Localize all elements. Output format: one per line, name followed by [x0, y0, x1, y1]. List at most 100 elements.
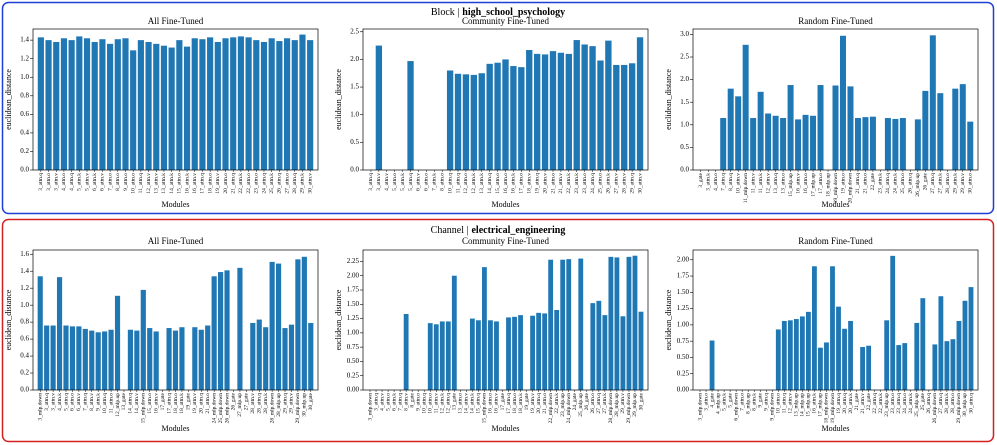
x-tick-label: 4_attn.k — [57, 393, 63, 411]
x-tick-label: 8_attn.o — [439, 173, 445, 191]
bar — [626, 256, 632, 390]
bar — [268, 38, 275, 170]
bar — [130, 50, 137, 170]
x-tick-label: 28_attn.k — [263, 393, 269, 414]
x-tick-label: 18_attn.k — [518, 393, 524, 414]
x-tick-label: 14_attn.q — [128, 393, 134, 414]
bar — [884, 118, 891, 170]
x-tick-label: 5_gate — [727, 392, 733, 407]
bar — [308, 322, 314, 390]
x-tick-label: 15_mlp.down — [482, 393, 488, 424]
bar — [140, 289, 146, 390]
y-tick-label: 2.00 — [347, 271, 360, 279]
y-tick-label: 1.75 — [347, 286, 360, 294]
x-tick-label: 27_attn.k — [602, 393, 608, 414]
y-tick-label: 0.00 — [677, 386, 690, 394]
x-tick-label: 5_attn.q — [63, 393, 69, 411]
bar — [512, 316, 517, 390]
bar — [818, 347, 823, 390]
x-tick-label: 23_attn.o — [890, 393, 896, 414]
x-tick-label: 21_gate — [854, 392, 860, 410]
bar — [134, 330, 140, 390]
bar — [554, 310, 560, 390]
bar — [56, 277, 63, 390]
x-tick-label: 15_mlp.up — [788, 173, 794, 197]
bar — [557, 52, 565, 170]
x-tick-label: 16_attn.v — [153, 393, 159, 414]
x-tick-label: 4_gate — [709, 392, 715, 407]
x-tick-label: 19_gate — [524, 392, 530, 410]
x-tick-label: 19_attn.v — [192, 393, 198, 414]
bar — [288, 324, 295, 390]
bar — [938, 296, 944, 390]
bar — [439, 321, 445, 390]
x-tick-label: 24_attn.q — [261, 173, 267, 194]
bar — [462, 74, 470, 170]
x-tick-label: 30_mlp.up — [302, 393, 308, 417]
bar — [542, 313, 548, 390]
chart-title: Random Fine-Tuned — [798, 236, 873, 246]
bar — [205, 325, 211, 390]
bar — [549, 51, 557, 170]
bar — [122, 38, 129, 170]
bar — [968, 287, 974, 390]
bar — [269, 261, 275, 390]
x-tick-label: 27_gate — [244, 392, 250, 410]
bar — [795, 119, 802, 170]
y-tick-label: 0.8 — [20, 91, 29, 99]
y-tick-label: 1.0 — [20, 73, 29, 81]
y-tick-label: 0.6 — [20, 335, 29, 343]
x-tick-label: 11_attn.q — [455, 173, 461, 194]
plot-frame — [32, 28, 319, 171]
bar — [848, 320, 853, 390]
bar — [454, 73, 462, 170]
y-tick-label: 2.00 — [677, 255, 690, 263]
x-tick-label: 11_mlp.down — [743, 173, 749, 203]
bar — [597, 60, 604, 170]
bar — [160, 45, 168, 170]
x-tick-label: 26_attn.o — [590, 393, 596, 414]
x-tick-label: 30_mlp.up — [962, 393, 968, 417]
x-tick-label: 21_attn.v — [860, 393, 866, 414]
bar — [787, 320, 793, 390]
bar — [137, 40, 144, 171]
x-tick-label: 3_attn.v — [376, 173, 382, 191]
x-tick-label: 3_gate — [698, 172, 704, 187]
bar — [283, 38, 291, 170]
bar — [50, 325, 56, 390]
bar — [952, 88, 959, 170]
x-tick-label: 26_mlp.down — [224, 393, 230, 424]
plot-frame — [362, 249, 649, 391]
x-tick-label: 17_attn.q — [200, 173, 206, 194]
x-tick-label: 11_attn.q — [782, 393, 788, 414]
y-tick-label: 0.2 — [20, 369, 29, 377]
bar — [37, 276, 43, 390]
bar — [638, 311, 644, 390]
x-tick-label: 20_attn.q — [199, 393, 205, 414]
bar — [884, 320, 890, 390]
bar — [260, 41, 268, 170]
x-tick-label: 23_attn.k — [574, 173, 580, 194]
x-tick-label: 14_mlp.up — [800, 393, 806, 417]
x-tick-label: 23_attn.o — [254, 173, 260, 194]
y-tick-label: 0.75 — [677, 337, 690, 345]
x-tick-label: 7_attn.q — [397, 393, 403, 411]
x-tick-label: 7_attn.q — [720, 173, 726, 191]
x-axis-label: Modules — [822, 200, 850, 209]
x-tick-label: 25_mlp.down — [218, 393, 224, 424]
plot-frame — [32, 249, 319, 391]
bar — [793, 319, 799, 390]
x-tick-label: 19_gate — [186, 392, 192, 410]
x-tick-label: 22_attn.k — [566, 173, 572, 194]
y-tick-label: 0.50 — [347, 357, 360, 365]
bar — [620, 316, 626, 390]
bar — [222, 38, 229, 170]
bar — [541, 54, 549, 170]
x-tick-label: 26_attn.q — [926, 393, 932, 414]
y-tick-label: 0.0 — [20, 386, 29, 394]
bar — [494, 321, 499, 390]
x-tick-label: 23_attn.q — [896, 393, 902, 414]
bar — [230, 37, 237, 171]
bar — [614, 257, 620, 390]
panel-title: Channel | electrical_engineering — [431, 225, 566, 236]
